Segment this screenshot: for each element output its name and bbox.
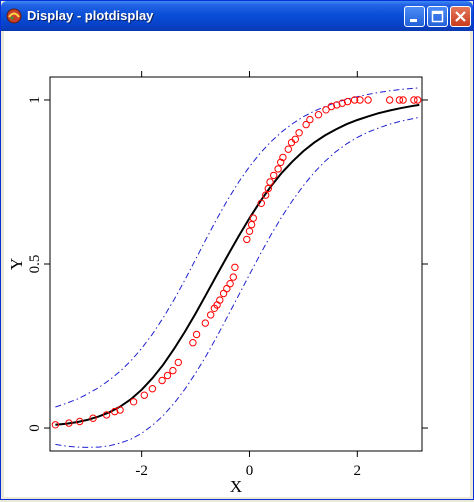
data-point [163,371,172,380]
data-point [192,330,201,339]
data-point [231,263,239,272]
data-point [264,184,272,193]
axes: -2 0 2 0 0.5 1 [27,71,428,479]
data-points [51,96,422,429]
y-tick-label: 1 [27,96,43,104]
data-point [414,96,422,104]
data-point [333,101,341,109]
title-bar[interactable]: Display - plotdisplay [1,1,473,31]
lower-band-line [55,116,420,448]
window-title: Display - plotdisplay [27,8,154,23]
data-point [243,235,251,244]
data-point [291,135,299,144]
data-point [111,407,119,416]
data-point [189,339,197,347]
data-point [350,96,359,104]
x-tick-label: 0 [246,463,254,479]
data-point [201,319,210,327]
data-point [322,106,330,114]
data-point [343,97,352,106]
data-point [364,96,372,104]
x-axis-label: X [230,477,242,496]
data-point [284,145,292,153]
data-point [306,115,314,124]
y-axis-label: Y [7,258,26,270]
data-point [102,411,111,419]
data-point [338,99,346,107]
app-icon [6,8,22,24]
y-tick-label: 0.5 [27,255,43,274]
data-point [395,96,404,104]
data-point [89,414,97,422]
data-point [140,391,149,399]
data-point [223,284,231,293]
close-icon [455,11,466,22]
y-tick-label: 0 [27,424,43,432]
close-button[interactable] [450,6,471,27]
data-point [158,376,166,385]
x-tick-label: -2 [135,463,148,479]
data-point [279,153,287,162]
upper-band-line [55,87,420,408]
data-point [249,214,258,222]
maximize-button[interactable] [427,6,448,27]
chart: -2 0 2 0 0.5 1 X Y [7,71,428,496]
data-point [226,280,234,288]
data-point [274,165,282,173]
data-point [399,96,407,104]
data-point [207,311,215,319]
data-point [262,191,270,199]
data-point [148,385,157,393]
data-point [245,227,254,235]
data-point [51,421,60,429]
data-point [277,158,285,167]
data-point [314,111,323,119]
data-point [229,273,238,281]
minimize-button[interactable] [404,6,425,27]
data-point [266,178,274,186]
fit-lines [55,87,420,448]
data-point [76,417,84,426]
data-point [302,120,310,129]
data-point [386,96,394,104]
data-point [356,96,364,104]
data-point [247,220,256,229]
data-point [410,96,418,104]
data-point [169,366,177,375]
data-point [129,398,138,406]
data-point [327,102,336,111]
data-point [270,171,278,180]
minimize-icon [410,19,417,22]
data-point [65,419,73,427]
plot-area: -2 0 2 0 0.5 1 X Y [4,31,470,497]
data-point [257,199,265,208]
x-tick-label: 2 [354,463,362,479]
data-point [174,358,183,367]
data-point [295,129,303,137]
data-point [216,296,224,304]
maximize-icon [431,10,444,23]
data-point [116,406,124,414]
